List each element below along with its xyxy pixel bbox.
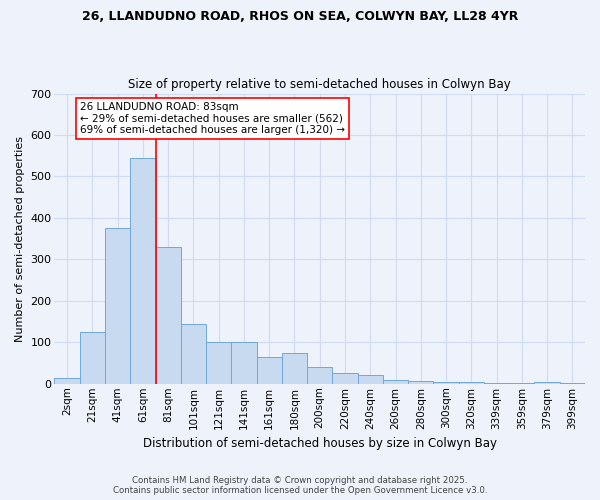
Y-axis label: Number of semi-detached properties: Number of semi-detached properties	[15, 136, 25, 342]
Bar	[484, 382, 509, 384]
X-axis label: Distribution of semi-detached houses by size in Colwyn Bay: Distribution of semi-detached houses by …	[143, 437, 497, 450]
Bar	[560, 382, 585, 384]
Bar	[155, 247, 181, 384]
Bar	[332, 374, 358, 384]
Bar	[232, 342, 257, 384]
Bar	[458, 382, 484, 384]
Bar	[433, 382, 458, 384]
Bar	[130, 158, 155, 384]
Bar	[282, 352, 307, 384]
Bar	[408, 381, 433, 384]
Bar	[105, 228, 130, 384]
Bar	[383, 380, 408, 384]
Bar	[509, 382, 535, 384]
Bar	[55, 378, 80, 384]
Bar	[206, 342, 232, 384]
Bar	[307, 367, 332, 384]
Text: 26 LLANDUDNO ROAD: 83sqm
← 29% of semi-detached houses are smaller (562)
69% of : 26 LLANDUDNO ROAD: 83sqm ← 29% of semi-d…	[80, 102, 345, 135]
Text: Contains HM Land Registry data © Crown copyright and database right 2025.
Contai: Contains HM Land Registry data © Crown c…	[113, 476, 487, 495]
Text: 26, LLANDUDNO ROAD, RHOS ON SEA, COLWYN BAY, LL28 4YR: 26, LLANDUDNO ROAD, RHOS ON SEA, COLWYN …	[82, 10, 518, 23]
Bar	[80, 332, 105, 384]
Bar	[181, 324, 206, 384]
Title: Size of property relative to semi-detached houses in Colwyn Bay: Size of property relative to semi-detach…	[128, 78, 511, 91]
Bar	[535, 382, 560, 384]
Bar	[358, 376, 383, 384]
Bar	[257, 357, 282, 384]
